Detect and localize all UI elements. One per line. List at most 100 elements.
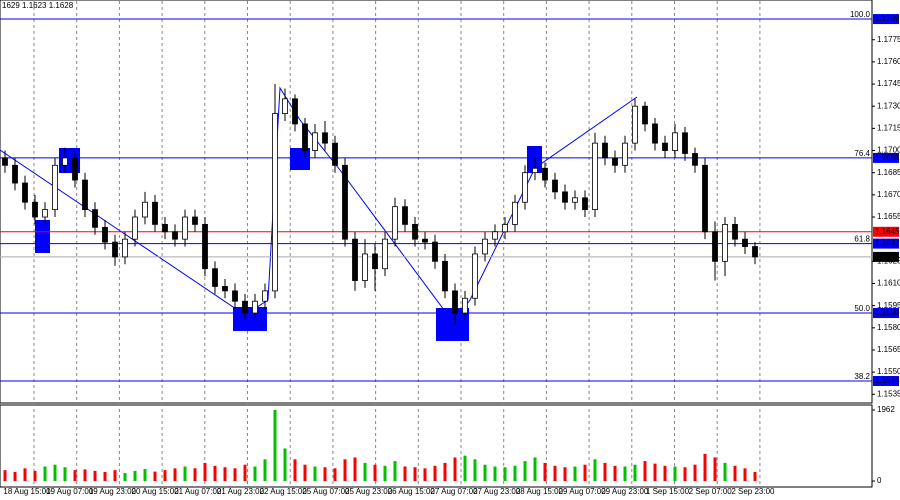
candle-body (362, 253, 368, 281)
volume-bar (453, 457, 457, 481)
price-panel (0, 0, 873, 404)
candle-body (752, 246, 758, 258)
volume-bar (63, 467, 67, 481)
volume-bar (183, 466, 187, 481)
y-tick-label: 1.1745 (877, 79, 900, 88)
volume-bar (603, 462, 607, 481)
candle-body (532, 167, 538, 174)
candle-body (162, 223, 168, 233)
volume-bar (43, 466, 47, 481)
volume-bar (293, 459, 297, 481)
volume-bar (103, 471, 107, 481)
fib-label: 38.2 (854, 372, 870, 381)
candle-body (432, 241, 438, 262)
candle-body (452, 290, 458, 314)
current-price-box (873, 251, 899, 262)
y-tick-label: 1.1535 (877, 389, 900, 398)
candle-body (232, 290, 238, 302)
volume-bar (683, 467, 687, 481)
volume-bar (593, 459, 597, 481)
volume-bar (353, 457, 357, 481)
volume-bar (123, 473, 127, 481)
candle-body (62, 157, 68, 166)
candle-body (632, 105, 638, 144)
level-price-box (873, 152, 899, 163)
level-price-box (873, 308, 899, 319)
volume-bar (743, 468, 747, 481)
volume-bar (363, 462, 367, 481)
candle-body (442, 260, 448, 292)
volume-bar (543, 462, 547, 481)
candle-body (462, 297, 468, 314)
candle-body (502, 223, 508, 233)
volume-bar (463, 455, 467, 481)
volume-bar (613, 465, 617, 481)
candle-body (172, 231, 178, 240)
candle-body (552, 179, 558, 193)
candle-body (142, 201, 148, 218)
volume-bar (673, 466, 677, 481)
candle-body (332, 142, 338, 166)
level-price-label: 1.1590 (875, 308, 900, 317)
candle-body (192, 216, 198, 225)
candle-body (672, 132, 678, 151)
volume-bar (373, 464, 377, 481)
volume-bar (253, 466, 257, 481)
candle-body (562, 191, 568, 203)
candle-body (572, 197, 578, 203)
volume-bar (493, 466, 497, 481)
volume-bar (23, 468, 27, 481)
volume-bar (713, 457, 717, 481)
volume-bar (163, 470, 167, 481)
level-price-label: 1.1789 (875, 14, 900, 23)
volume-bar (343, 459, 347, 481)
volume-bar (13, 471, 17, 481)
volume-bar (573, 466, 577, 481)
volume-bar (443, 462, 447, 481)
candle-body (342, 164, 348, 240)
volume-bar (193, 468, 197, 481)
x-tick-label: 2 Sep 07:00 (689, 487, 733, 496)
volume-bar (223, 467, 227, 481)
y-tick-label: 1.1715 (877, 123, 900, 132)
zone (290, 148, 310, 170)
volume-bar (513, 465, 517, 481)
candle-body (312, 132, 318, 151)
x-tick-label: 20 Aug 15:00 (132, 487, 180, 496)
volume-bar (303, 464, 307, 481)
candle-body (302, 123, 308, 151)
level-price-label: 1.1637 (875, 239, 900, 248)
x-tick-label: 27 Aug 07:00 (430, 487, 478, 496)
volume-bar (633, 464, 637, 481)
y-tick-label: 1.1730 (877, 101, 900, 110)
volume-bar (93, 470, 97, 481)
volume-bar (53, 464, 57, 481)
candle-body (212, 268, 218, 287)
volume-bar (263, 459, 267, 481)
y-tick-label: 1.1685 (877, 168, 900, 177)
volume-bar (233, 468, 237, 481)
volume-bar (243, 464, 247, 481)
candle-body (262, 290, 268, 302)
y-tick-label: 1.1595 (877, 301, 900, 310)
volume-bar (663, 465, 667, 481)
volume-bar (3, 470, 7, 481)
candle-body (372, 253, 378, 270)
candle-body (282, 98, 288, 115)
volume-bar (413, 467, 417, 481)
candle-body (182, 216, 188, 240)
x-tick-label: 19 Aug 23:00 (89, 487, 137, 496)
x-tick-label: 27 Aug 23:00 (473, 487, 521, 496)
volume-bar (283, 448, 287, 481)
candle-body (722, 223, 728, 262)
volume-bar (703, 453, 707, 481)
candle-body (352, 238, 358, 281)
volume-bar (533, 457, 537, 481)
volume-bar (313, 466, 317, 481)
candle-body (112, 241, 118, 258)
volume-bar (423, 468, 427, 481)
candle-body (392, 206, 398, 240)
level-price-box (873, 14, 899, 25)
x-tick-label: 25 Aug 07:00 (302, 487, 350, 496)
